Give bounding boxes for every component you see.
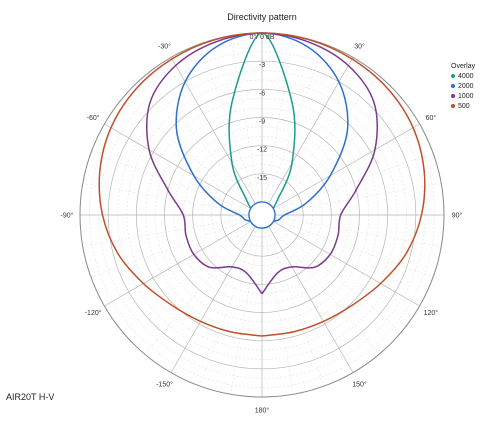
grid-spoke (274, 217, 442, 247)
series-line-500 (98, 32, 426, 337)
angle-tick-label: -30° (158, 43, 171, 51)
angle-tick-label: -120° (85, 309, 102, 317)
center-hub-top (248, 201, 276, 229)
legend-label: 2000 (458, 83, 474, 90)
legend-swatch (451, 84, 455, 89)
grid-spoke (273, 221, 420, 307)
grid-spoke (82, 217, 250, 247)
legend-item-500: 500 (451, 102, 475, 112)
grid-spoke (230, 227, 260, 395)
legend-item-2000: 2000 (451, 82, 475, 92)
legend-label: 500 (458, 103, 470, 110)
grid-spoke (264, 35, 294, 203)
angle-tick-label: 30° (354, 43, 365, 51)
grid-spoke (274, 152, 434, 211)
legend-item-1000: 1000 (451, 92, 475, 102)
grid-spoke (90, 152, 250, 211)
grid-spoke (268, 57, 354, 204)
grid-spoke (274, 183, 442, 213)
series-group (98, 32, 426, 337)
legend-swatch (451, 94, 455, 99)
grid-spoke (199, 227, 258, 387)
angle-tick-label: 60° (426, 114, 437, 122)
legend-label: 1000 (458, 93, 474, 100)
radial-tick-label: -15 (257, 175, 267, 182)
angle-tick-label: -60° (87, 114, 100, 122)
grid-spoke (170, 226, 256, 373)
grid-spoke (122, 97, 253, 207)
legend-swatch (451, 104, 455, 109)
chart-title: Directivity pattern (227, 12, 297, 22)
grid-spoke (144, 75, 254, 206)
angle-tick-label: 90° (452, 212, 463, 220)
angle-tick-label: 150° (352, 380, 367, 388)
grid-spoke (270, 224, 380, 355)
grid-spoke (271, 97, 402, 207)
caption: AIR20T H-V (6, 392, 55, 402)
grid-spoke (104, 123, 251, 209)
grid-spoke (104, 221, 251, 307)
radial-tick-label: -3 (259, 62, 265, 69)
legend-label: 4000 (458, 73, 474, 80)
grid-spoke (90, 219, 250, 278)
grid-spoke (274, 219, 434, 278)
axis-labels: 0°/ 0 dB -3 -6 -9 -12 -15 30° 60° 90° 120° 150° 180… (61, 33, 463, 415)
legend-item-4000: 4000 (451, 72, 475, 82)
grid-spoke (270, 75, 380, 206)
grid-spoke (82, 183, 250, 213)
grid-spoke (230, 35, 260, 203)
grid-spoke (268, 226, 354, 373)
grid-spoke (273, 123, 420, 209)
legend-swatch (451, 74, 455, 79)
angle-tick-label: -90° (61, 212, 74, 220)
grid-spoke (144, 224, 254, 355)
grid-spoke (266, 227, 325, 387)
angle-tick-label: 180° (255, 407, 270, 415)
angle-tick-label: -150° (156, 380, 173, 388)
grid-spoke (271, 223, 402, 333)
radial-tick-label: -9 (259, 119, 265, 126)
legend: Overlay 4000 2000 1000 500 (451, 62, 475, 112)
angle-tick-label: 120° (424, 309, 439, 317)
radial-tick-label: -6 (259, 90, 265, 97)
grid-spoke (170, 57, 256, 204)
radial-tick-label: -12 (257, 147, 267, 154)
legend-title: Overlay (451, 63, 476, 70)
grid-spoke (122, 223, 253, 333)
grid-spoke (264, 227, 294, 395)
radial-tick-label: 0°/ 0 dB (250, 33, 275, 41)
